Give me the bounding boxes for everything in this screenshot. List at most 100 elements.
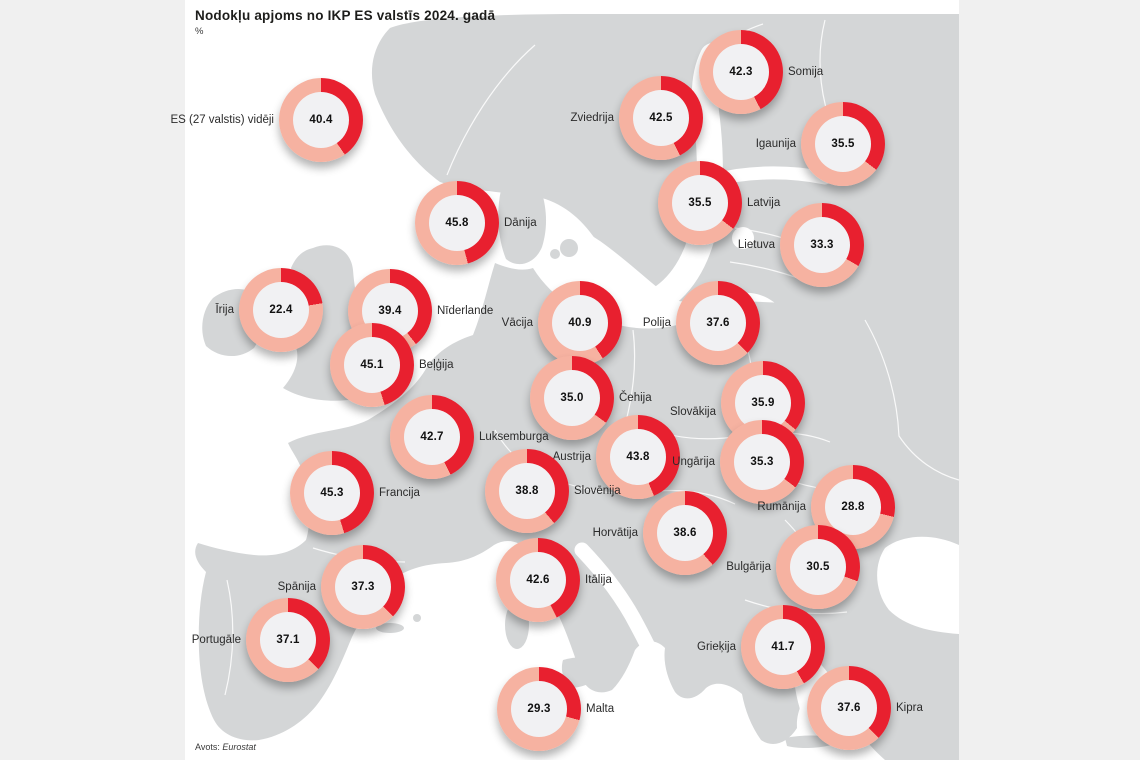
unit-label: %: [195, 26, 204, 37]
country-label-griekija: Grieķija: [697, 641, 736, 653]
donut-value: 28.8: [841, 501, 865, 513]
donut-hole: 38.8: [499, 463, 555, 519]
source-name: Eurostat: [222, 742, 256, 752]
donut-hole: 40.9: [552, 295, 608, 351]
donut-austrija: 43.8: [596, 415, 680, 499]
donut-value: 35.9: [751, 397, 775, 409]
donut-hole: 42.5: [633, 90, 689, 146]
donut-hole: 45.1: [344, 337, 400, 393]
donut-value: 39.4: [378, 305, 402, 317]
country-label-luksemburga: Luksemburga: [479, 431, 549, 443]
country-label-zviedrija: Zviedrija: [570, 112, 614, 124]
country-label-niderlande: Nīderlande: [437, 305, 494, 317]
country-label-italija: Itālija: [585, 574, 612, 586]
donut-value: 29.3: [527, 703, 551, 715]
country-label-spanija: Spānija: [277, 581, 316, 593]
donut-hole: 37.6: [690, 295, 746, 351]
country-label-belgija: Beļģija: [419, 359, 454, 371]
country-label-igaunija: Igaunija: [755, 138, 796, 150]
country-label-latvija: Latvija: [747, 197, 781, 209]
donut-italija: 42.6: [496, 538, 580, 622]
donut-hole: 37.1: [260, 612, 316, 668]
donut-hole: 45.8: [429, 195, 485, 251]
source-prefix: Avots:: [195, 742, 220, 752]
donut-hole: 28.8: [825, 479, 881, 535]
donut-hole: 35.0: [544, 370, 600, 426]
donut-value: 38.8: [515, 485, 539, 497]
donut-value: 43.8: [626, 451, 650, 463]
source-note: Avots: Eurostat: [195, 742, 256, 752]
donut-value: 37.6: [706, 317, 730, 329]
country-label-kipra: Kipra: [896, 702, 923, 714]
country-label-irija: Īrija: [215, 304, 234, 316]
donut-hole: 22.4: [253, 282, 309, 338]
donut-hole: 42.3: [713, 44, 769, 100]
donut-hole: 33.3: [794, 217, 850, 273]
donut-francija: 45.3: [290, 451, 374, 535]
donut-value: 35.5: [831, 138, 855, 150]
country-label-portugale: Portugāle: [191, 634, 241, 646]
country-label-cehija: Čehija: [619, 392, 652, 404]
donut-value: 45.8: [445, 217, 469, 229]
donut-slovenija: 38.8: [485, 449, 569, 533]
donut-value: 37.1: [276, 634, 300, 646]
country-label-bulgarija: Bulgārija: [726, 561, 771, 573]
donut-luksemburga: 42.7: [390, 395, 474, 479]
donut-value: 42.6: [526, 574, 550, 586]
donut-griekija: 41.7: [741, 605, 825, 689]
donut-zviedrija: 42.5: [619, 76, 703, 160]
donut-value: 37.3: [351, 581, 375, 593]
country-label-austrija: Austrija: [552, 451, 591, 463]
country-label-somija: Somija: [788, 66, 824, 78]
country-label-rumanija: Rumānija: [757, 501, 806, 513]
donut-value: 33.3: [810, 239, 834, 251]
country-label-horvatija: Horvātija: [592, 527, 638, 539]
donut-value: 42.7: [420, 431, 444, 443]
country-label-francija: Francija: [379, 487, 420, 499]
donut-hole: 43.8: [610, 429, 666, 485]
donut-latvija: 35.5: [658, 161, 742, 245]
donut-value: 35.3: [750, 456, 774, 468]
donut-hole: 42.7: [404, 409, 460, 465]
donut-value: 37.6: [837, 702, 861, 714]
donut-hole: 35.5: [815, 116, 871, 172]
donut-value: 45.1: [360, 359, 384, 371]
donut-hole: 37.6: [821, 680, 877, 736]
donut-hole: 35.5: [672, 175, 728, 231]
country-label-es-27-valstis-videji: ES (27 valstis) vidēji: [170, 114, 274, 126]
donut-somija: 42.3: [699, 30, 783, 114]
donut-value: 40.9: [568, 317, 592, 329]
donut-value: 22.4: [269, 304, 293, 316]
donut-value: 35.5: [688, 197, 712, 209]
donut-value: 45.3: [320, 487, 344, 499]
country-label-malta: Malta: [586, 703, 615, 715]
donut-cehija: 35.0: [530, 356, 614, 440]
country-label-vacija: Vācija: [501, 317, 533, 329]
donut-vacija: 40.9: [538, 281, 622, 365]
donut-polija: 37.6: [676, 281, 760, 365]
donut-value: 41.7: [771, 641, 795, 653]
donut-hole: 42.6: [510, 552, 566, 608]
donut-value: 42.3: [729, 66, 753, 78]
donut-spanija: 37.3: [321, 545, 405, 629]
donut-horvatija: 38.6: [643, 491, 727, 575]
donut-hole: 41.7: [755, 619, 811, 675]
donut-igaunija: 35.5: [801, 102, 885, 186]
donut-portugale: 37.1: [246, 598, 330, 682]
donut-ungarija: 35.3: [720, 420, 804, 504]
donut-value: 35.0: [560, 392, 584, 404]
donut-lietuva: 33.3: [780, 203, 864, 287]
chart-title: Nodokļu apjoms no IKP ES valstīs 2024. g…: [195, 8, 496, 23]
donut-hole: 38.6: [657, 505, 713, 561]
donut-hole: 40.4: [293, 92, 349, 148]
donut-bulgarija: 30.5: [776, 525, 860, 609]
country-label-slovenija: Slovēnija: [574, 485, 621, 497]
donut-irija: 22.4: [239, 268, 323, 352]
donut-hole: 35.3: [734, 434, 790, 490]
donut-belgija: 45.1: [330, 323, 414, 407]
donut-kipra: 37.6: [807, 666, 891, 750]
donut-hole: 30.5: [790, 539, 846, 595]
country-label-danija: Dānija: [504, 217, 537, 229]
donut-es-27-valstis-videji: 40.4: [279, 78, 363, 162]
